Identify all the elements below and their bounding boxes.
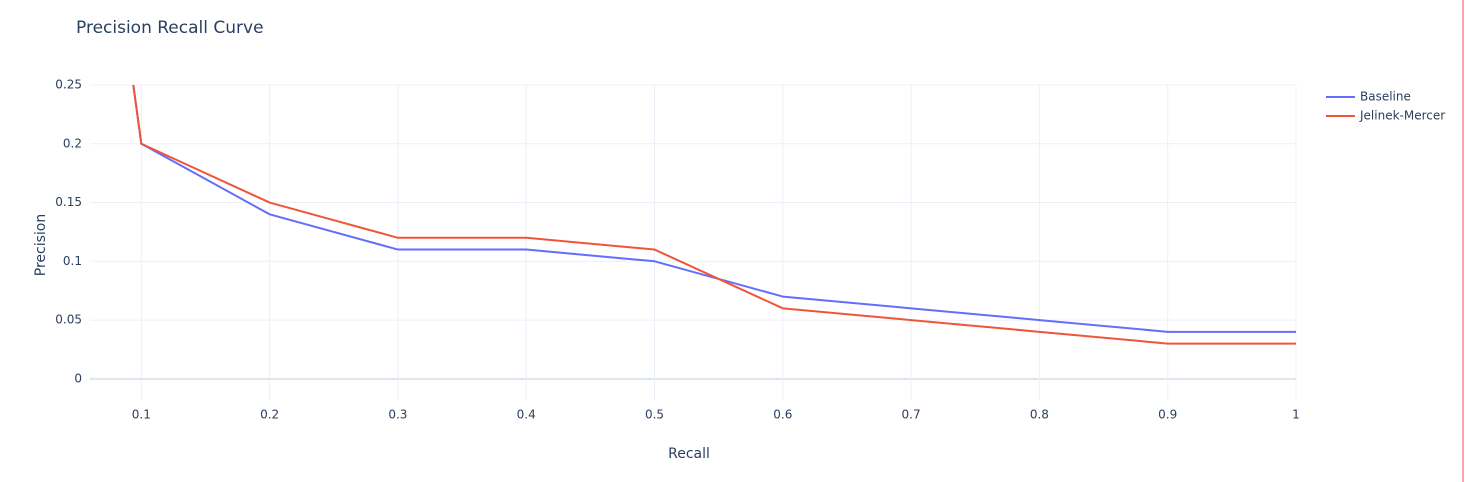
x-tick-label: 0.6 (773, 408, 792, 422)
y-tick-label: 0.2 (63, 136, 82, 150)
x-tick-label: 1 (1292, 408, 1300, 422)
x-tick-label: 0.8 (1030, 408, 1049, 422)
x-axis-label: Recall (668, 446, 710, 462)
x-tick-label: 0.2 (260, 408, 279, 422)
x-tick-label: 0.5 (645, 408, 664, 422)
y-tick-label: 0.15 (55, 195, 82, 209)
legend-label: Jelinek-Mercer (1359, 109, 1445, 123)
legend-label: Baseline (1360, 90, 1411, 104)
chart-title: Precision Recall Curve (76, 18, 264, 38)
y-axis-label: Precision (33, 214, 49, 276)
x-tick-label: 0.9 (1158, 408, 1177, 422)
y-tick-label: 0.25 (55, 78, 82, 92)
y-tick-label: 0.05 (55, 313, 82, 327)
y-tick-label: 0.1 (63, 254, 82, 268)
line-series (132, 85, 1296, 345)
y-tick-label: 0 (74, 371, 82, 385)
line-series (132, 85, 1296, 333)
x-tick-label: 0.3 (388, 408, 407, 422)
x-tick-label: 0.1 (132, 408, 151, 422)
x-tick-label: 0.7 (902, 408, 921, 422)
x-tick-label: 0.4 (517, 408, 536, 422)
